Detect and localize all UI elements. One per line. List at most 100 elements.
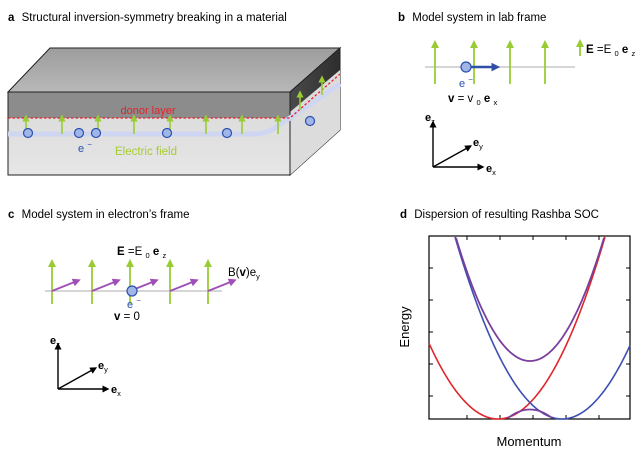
panel-b-axis-x-sub: x [492, 168, 496, 177]
momentum-axis-label: Momentum [496, 434, 561, 449]
svg-text:ez: ez [425, 112, 435, 126]
panel-a-letter: a [8, 12, 15, 24]
svg-text:ey: ey [98, 360, 108, 374]
svg-text:v = v 0 e: v = v 0 e x [448, 93, 497, 108]
panel-b-letter: b [398, 12, 405, 24]
electron [22, 127, 34, 139]
panel-b-v-vec: e [484, 93, 490, 105]
dispersion-ticks [429, 236, 630, 419]
electron [73, 127, 85, 139]
panel-c-field-eq: =E [128, 246, 143, 258]
panel-c-b-sub: y [256, 272, 260, 281]
panel-b-axes: ez ey ex [425, 112, 496, 177]
panel-c-axis-y-label: e [98, 360, 104, 372]
material-side-band [290, 70, 340, 175]
panel-d: d Dispersion of resulting Rashba SOC Ene… [397, 209, 631, 449]
blue-band-curve [454, 236, 631, 420]
panel-c-axis-y [57, 367, 98, 390]
panel-b-electron-sup: − [468, 75, 473, 84]
svg-text:e −: e − [78, 140, 92, 155]
panel-b-axis-y-sub: y [479, 142, 483, 151]
panel-b-v-sub: 0 [476, 98, 480, 107]
svg-text:ey: ey [473, 137, 483, 151]
donor-layer-label: donor layer [120, 105, 175, 117]
dispersion-plot-frame [428, 235, 631, 420]
panel-c-electron [126, 285, 138, 297]
energy-axis-label: Energy [397, 306, 412, 348]
electron-gas-band [8, 81, 342, 137]
svg-text:e −: e − [459, 75, 473, 90]
magnetic-field-arrow [91, 278, 121, 292]
panel-b: b Model system in lab frame e − v = v 0 … [398, 12, 635, 177]
svg-text:v = 0: v = 0 [114, 311, 140, 323]
panel-c-field-vec-sub: z [162, 251, 166, 260]
upper-hybrid-band [455, 237, 605, 362]
panel-d-title: Dispersion of resulting Rashba SOC [414, 209, 599, 221]
panel-c-b-pre: B( [228, 267, 240, 279]
panel-c-electron-label: e [127, 299, 133, 311]
magnetic-field-arrow [207, 278, 237, 292]
panel-b-field-bold: E [586, 44, 594, 56]
panel-c-field-sub: 0 [145, 251, 149, 260]
panel-a-electrons [22, 115, 316, 139]
panel-c-electron-sup: − [136, 296, 141, 305]
panel-b-v-bold: v [448, 93, 455, 105]
electron [90, 127, 102, 139]
panel-c-axis-x-label: e [111, 384, 117, 396]
panel-a: a Structural inversion-symmetry breaking… [6, 12, 342, 177]
svg-text:a Structural inversion-s: a Structural inversion-symmetry breaking… [8, 12, 287, 24]
electron [304, 115, 316, 127]
panel-c-field-bold: E [117, 246, 125, 258]
panel-b-title: Model system in lab frame [412, 12, 546, 24]
electron [161, 127, 173, 139]
panel-b-v-eq: = v [458, 93, 474, 105]
panel-c-axis-z-label: e [50, 335, 56, 347]
svg-text:E =E 0 e: E =E 0 e z [586, 44, 635, 59]
panel-c-v-rest: = 0 [124, 311, 140, 323]
panel-b-axis-y [432, 145, 473, 168]
panel-b-field-sub: 0 [614, 49, 618, 58]
panel-c-v-bold: v [114, 311, 121, 323]
panel-c-axis-x-sub: x [117, 389, 121, 398]
panel-b-field-vec-sub: z [631, 49, 635, 58]
panel-c-axes: ez ey ex [50, 335, 121, 398]
panel-c-magnetic-arrows [51, 278, 237, 292]
panel-b-axis-y-label: e [473, 137, 479, 149]
panel-a-electron-label: e [78, 143, 84, 155]
panel-b-electron-label: e [459, 78, 465, 90]
panel-c-axis-y-sub: y [104, 365, 108, 374]
panel-c-axis-z-sub: z [56, 340, 60, 349]
panel-d-letter: d [400, 209, 407, 221]
svg-text:ex: ex [111, 384, 121, 398]
electron [221, 127, 233, 139]
panel-b-electron [460, 61, 472, 73]
svg-text:ex: ex [486, 163, 496, 177]
red-band-curve [428, 236, 606, 420]
svg-text:e −: e − [127, 296, 141, 311]
panel-b-v-vec-sub: x [493, 98, 497, 107]
electric-field-label: Electric field [115, 146, 177, 158]
svg-text:c Model system in electr: c Model system in electron’s frame [8, 209, 190, 221]
svg-text:B(v)ey: B(v)ey [228, 267, 260, 281]
panel-c-b-post: )e [246, 267, 256, 279]
panel-b-field-arrows [430, 39, 550, 84]
magnetic-field-arrow [169, 278, 199, 292]
panel-a-title: Structural inversion-symmetry breaking i… [22, 12, 287, 24]
panel-b-field-eq: =E [597, 44, 612, 56]
panel-b-axis-z-sub: z [431, 117, 435, 126]
panel-b-field-vec: e [622, 44, 628, 56]
panel-c-letter: c [8, 209, 15, 221]
svg-text:ez: ez [50, 335, 60, 349]
panel-c-b-bold: v [240, 267, 247, 279]
panel-b-axis-x-label: e [486, 163, 492, 175]
panel-b-axis-z-label: e [425, 112, 431, 124]
panel-c-title: Model system in electron’s frame [22, 209, 190, 221]
material-front-upper [8, 92, 290, 118]
dispersion-curves [428, 236, 631, 420]
panel-c-field-arrows [47, 258, 213, 304]
material-top-face [6, 47, 342, 93]
donor-layer-line [8, 73, 341, 119]
lower-hybrid-band [507, 408, 553, 419]
svg-text:b Model system in lab fr: b Model system in lab frame [398, 12, 546, 24]
